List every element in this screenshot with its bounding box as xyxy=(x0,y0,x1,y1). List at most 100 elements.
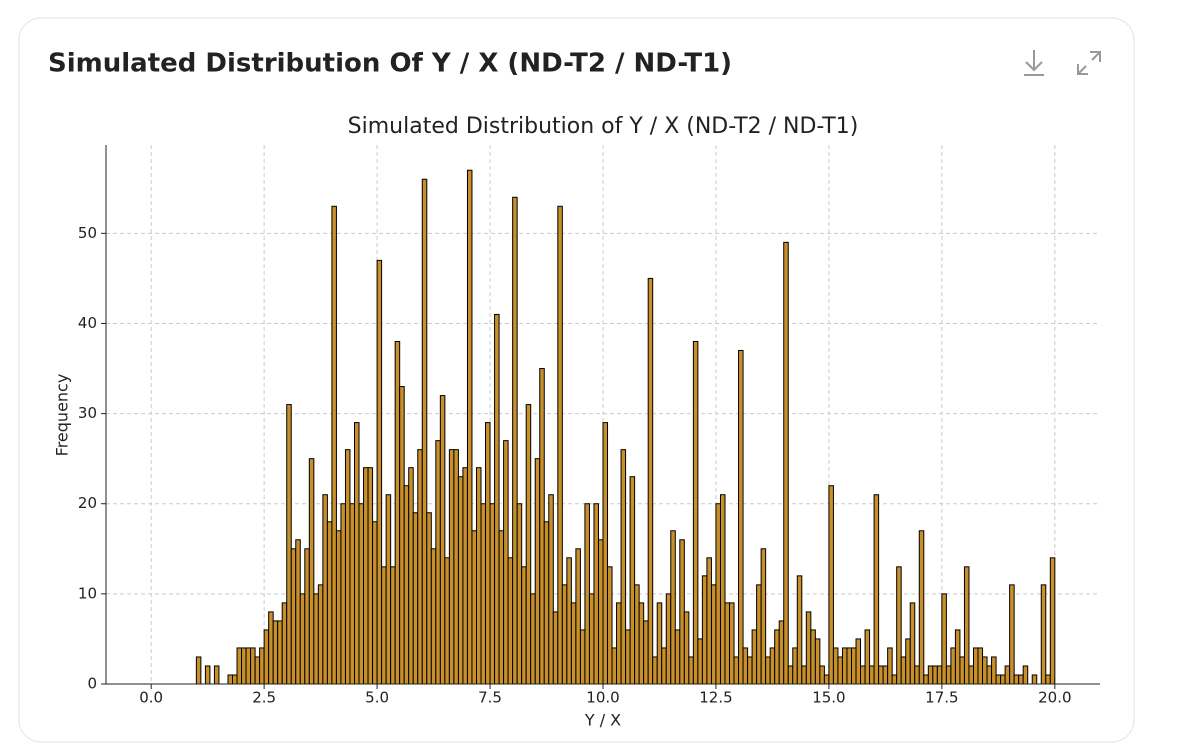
bar xyxy=(837,656,843,685)
bar xyxy=(236,647,243,685)
bar xyxy=(823,674,830,685)
bar xyxy=(597,539,604,685)
bar xyxy=(561,584,568,685)
bar xyxy=(936,665,943,685)
bar xyxy=(457,476,464,685)
bar xyxy=(489,503,496,685)
bar xyxy=(331,205,337,685)
bar xyxy=(512,196,518,685)
bar xyxy=(295,539,301,685)
bar xyxy=(308,458,315,685)
bar xyxy=(195,656,202,685)
bar xyxy=(995,674,1002,685)
bar xyxy=(313,593,319,685)
bar xyxy=(430,548,437,685)
x-tick-label: 5.0 xyxy=(365,689,389,707)
bar xyxy=(891,674,898,685)
bar xyxy=(245,647,252,685)
bar xyxy=(286,404,292,685)
bar xyxy=(354,422,360,685)
bar xyxy=(534,458,541,685)
bar xyxy=(810,629,816,685)
bar xyxy=(290,548,297,685)
bar xyxy=(1018,674,1024,685)
bar xyxy=(322,494,328,685)
bar xyxy=(525,404,532,685)
bar xyxy=(335,530,342,685)
bar xyxy=(453,449,459,685)
bar xyxy=(516,503,523,685)
y-axis-label: Frequency xyxy=(53,374,72,457)
download-icon[interactable] xyxy=(1024,50,1044,76)
bar xyxy=(679,539,685,685)
chart-title: Simulated Distribution of Y / X (ND-T2 /… xyxy=(348,114,859,139)
bar xyxy=(281,602,288,685)
bar xyxy=(304,548,310,685)
bar xyxy=(787,665,794,685)
bar xyxy=(991,656,997,685)
bar xyxy=(982,656,988,685)
bar xyxy=(444,557,450,685)
bar xyxy=(710,584,717,685)
bar xyxy=(213,665,220,685)
bar xyxy=(570,602,577,685)
bar xyxy=(860,665,866,685)
bar xyxy=(349,503,355,685)
bar xyxy=(882,665,889,685)
bar xyxy=(733,656,740,685)
y-tick-label: 10 xyxy=(78,584,97,602)
bar xyxy=(986,665,993,685)
bar xyxy=(914,665,920,685)
y-tick-label: 40 xyxy=(78,314,97,332)
bar xyxy=(579,629,586,685)
x-tick-label: 10.0 xyxy=(586,689,619,707)
bar xyxy=(697,638,703,685)
x-tick-label: 7.5 xyxy=(478,689,502,707)
bar xyxy=(724,602,731,685)
bar xyxy=(629,476,636,685)
bar xyxy=(751,629,758,685)
bar xyxy=(204,665,211,685)
bar xyxy=(620,449,627,685)
bar xyxy=(661,647,667,685)
bar xyxy=(954,629,961,685)
bar xyxy=(747,656,753,685)
expand-icon[interactable] xyxy=(1077,51,1101,75)
bar xyxy=(652,656,658,685)
x-axis-label: Y / X xyxy=(584,711,621,730)
bar xyxy=(1031,674,1038,685)
bar xyxy=(480,503,487,685)
bar xyxy=(625,629,631,685)
bar xyxy=(719,494,726,685)
bar xyxy=(738,350,744,685)
bar xyxy=(1049,557,1056,685)
bar xyxy=(918,530,925,685)
bar xyxy=(796,575,803,685)
bar xyxy=(841,647,848,685)
x-tick-label: 17.5 xyxy=(925,689,958,707)
bar xyxy=(367,467,374,685)
bar xyxy=(575,548,581,685)
bar xyxy=(665,593,672,685)
bar xyxy=(475,467,482,685)
bar xyxy=(819,665,825,685)
bar xyxy=(548,494,554,685)
bar xyxy=(832,647,839,685)
bar xyxy=(498,530,505,685)
bar xyxy=(471,530,477,685)
bar xyxy=(390,566,396,685)
bar xyxy=(376,259,383,685)
bar xyxy=(232,674,238,685)
bar xyxy=(588,593,595,685)
bar xyxy=(593,503,599,685)
bar xyxy=(439,395,446,685)
bar xyxy=(846,647,852,685)
bar xyxy=(1000,674,1006,685)
bar xyxy=(299,593,306,685)
bar xyxy=(1013,674,1020,685)
bar xyxy=(977,647,984,685)
x-tick-label: 15.0 xyxy=(812,689,845,707)
bar xyxy=(670,530,676,685)
